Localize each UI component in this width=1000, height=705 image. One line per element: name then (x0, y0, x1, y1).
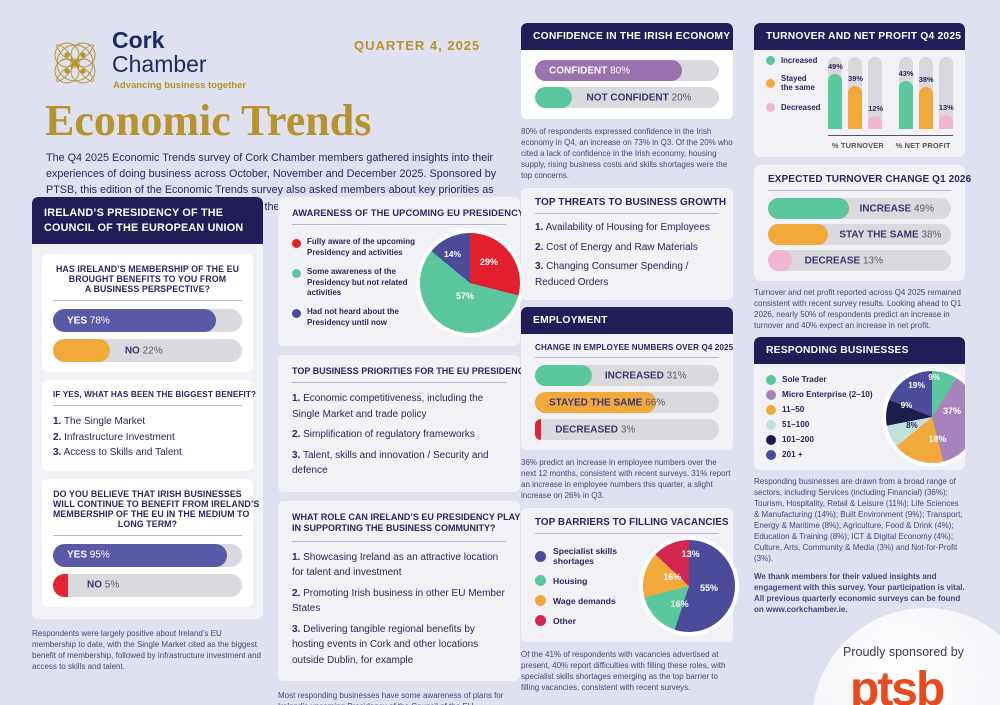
svg-text:ptsb: ptsb (850, 663, 944, 705)
